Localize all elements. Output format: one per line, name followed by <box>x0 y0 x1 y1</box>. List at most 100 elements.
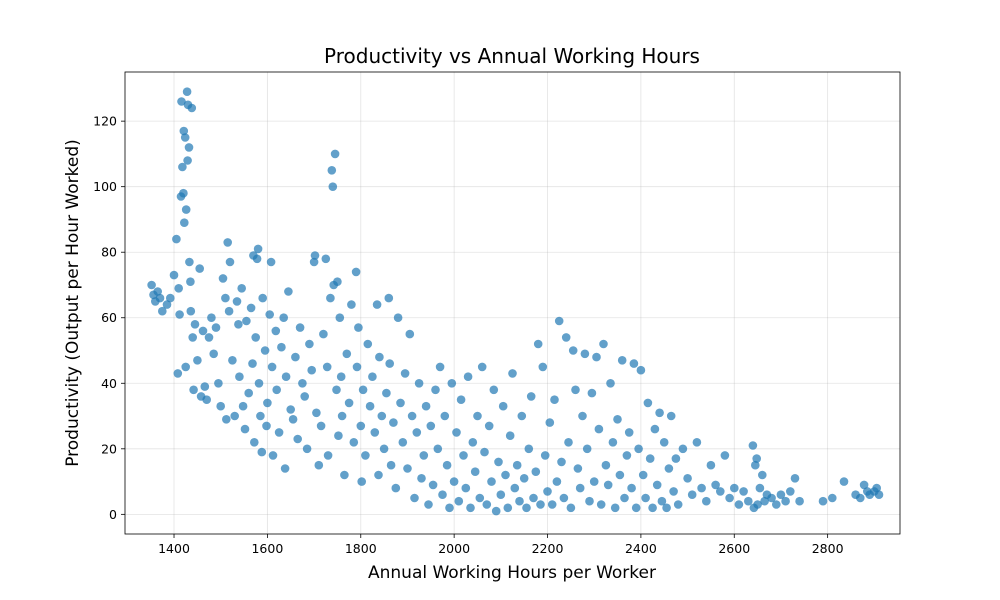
data-point <box>153 287 162 296</box>
data-point <box>692 438 702 447</box>
data-point <box>650 424 660 434</box>
data-point <box>489 385 499 395</box>
data-point <box>302 444 312 454</box>
data-point <box>543 487 552 496</box>
y-tick-label: 80 <box>101 245 117 260</box>
data-point <box>190 320 200 329</box>
data-point <box>662 503 671 513</box>
data-point <box>400 369 410 378</box>
data-point <box>603 480 613 490</box>
data-point <box>466 503 475 513</box>
data-point <box>178 162 187 172</box>
data-point <box>347 300 356 309</box>
x-tick-label: 2400 <box>625 541 657 556</box>
data-point <box>711 480 720 490</box>
data-point <box>166 293 175 303</box>
data-point <box>559 493 569 503</box>
data-point <box>739 487 748 496</box>
data-point <box>200 382 210 391</box>
data-point <box>568 346 578 355</box>
data-point <box>431 385 440 395</box>
data-point <box>403 464 412 473</box>
data-point <box>155 293 165 303</box>
data-point <box>473 411 482 421</box>
data-point <box>550 395 559 405</box>
data-point <box>608 438 618 447</box>
data-point <box>659 438 669 447</box>
data-point <box>284 287 293 296</box>
data-point <box>181 362 190 372</box>
data-point <box>622 451 632 460</box>
data-point <box>859 480 869 490</box>
data-point <box>648 503 657 513</box>
data-point <box>795 496 804 506</box>
x-tick-label: 2600 <box>718 541 750 556</box>
data-point <box>557 457 566 467</box>
data-point <box>183 156 192 165</box>
data-point <box>263 398 272 408</box>
data-point <box>666 411 676 421</box>
data-point <box>776 490 786 500</box>
data-point <box>510 483 520 493</box>
data-point <box>720 451 730 460</box>
y-tick-label: 100 <box>93 179 117 194</box>
data-point <box>484 421 494 431</box>
data-point <box>172 234 181 244</box>
data-point <box>445 503 454 513</box>
data-point <box>781 496 790 506</box>
data-point <box>461 483 471 493</box>
data-point <box>370 428 380 437</box>
data-point <box>652 480 662 490</box>
data-point <box>874 490 884 500</box>
data-point <box>482 500 492 509</box>
data-point <box>480 447 489 457</box>
data-point <box>459 451 468 460</box>
data-point <box>772 500 781 509</box>
data-point <box>606 379 615 388</box>
data-point <box>496 490 506 500</box>
data-point <box>410 493 419 503</box>
data-point <box>398 438 408 447</box>
data-point <box>173 369 183 378</box>
x-tick-label: 2200 <box>532 541 564 556</box>
data-point <box>262 421 271 431</box>
data-point <box>477 362 487 372</box>
data-point <box>828 493 837 503</box>
data-point <box>524 444 534 454</box>
data-point <box>334 431 343 441</box>
data-point <box>533 339 543 349</box>
data-point <box>671 454 681 463</box>
data-point <box>613 415 622 424</box>
data-point <box>449 477 459 486</box>
data-point <box>158 306 167 316</box>
data-point <box>253 244 263 254</box>
data-point <box>237 284 246 293</box>
x-axis-ticks: 1400 1600 1800 2000 2200 2400 2600 2800 <box>158 534 844 556</box>
data-point <box>216 401 225 411</box>
data-point <box>417 474 426 483</box>
data-point <box>374 470 383 480</box>
data-point <box>755 483 765 493</box>
data-point <box>433 444 443 454</box>
data-point <box>316 421 326 431</box>
data-point <box>389 418 398 427</box>
data-point <box>323 451 333 460</box>
data-point <box>169 270 179 280</box>
data-point <box>638 470 648 480</box>
data-point <box>456 395 466 405</box>
data-point <box>223 238 232 247</box>
y-tick-label: 0 <box>109 507 117 522</box>
data-point <box>274 428 284 437</box>
data-point <box>596 500 606 509</box>
data-point <box>716 487 725 496</box>
data-point <box>578 411 587 421</box>
x-tick-label: 2800 <box>812 541 844 556</box>
data-point <box>624 428 634 437</box>
data-point <box>300 392 310 401</box>
data-point <box>221 293 230 303</box>
data-point <box>669 487 678 496</box>
data-point <box>610 503 620 513</box>
data-point <box>587 388 597 398</box>
data-point <box>505 431 515 441</box>
data-point <box>187 103 197 113</box>
